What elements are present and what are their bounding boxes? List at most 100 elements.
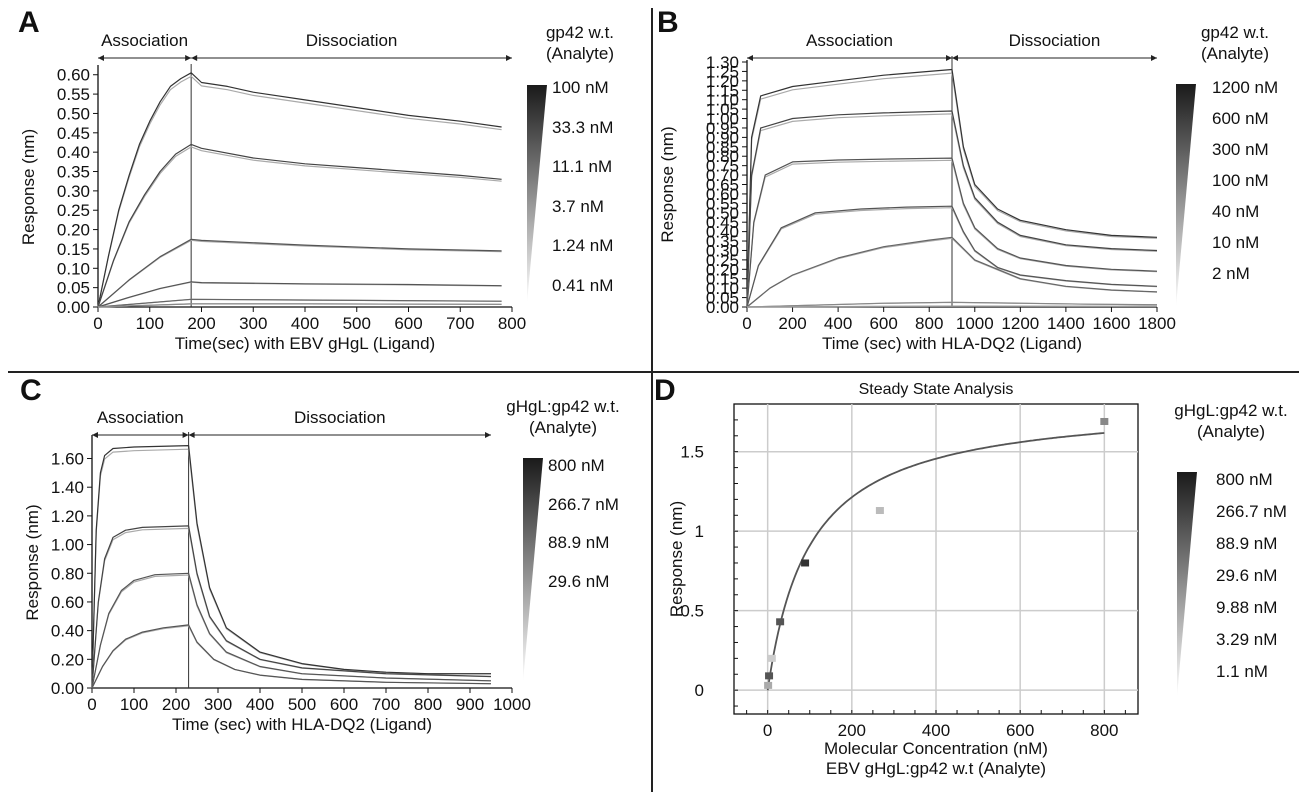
x-tick-label: 200 (778, 314, 806, 333)
data-point (1100, 417, 1109, 425)
x-tick-label: 1200 (1001, 314, 1039, 333)
series-fit-line (97, 146, 502, 308)
y-tick-label: 0.05 (57, 279, 90, 298)
x-tick-label: 800 (915, 314, 943, 333)
legend-entry: 100 nM (552, 78, 609, 97)
y-tick-label: 0.10 (57, 259, 90, 278)
y-tick-label: 1.05 (706, 100, 739, 119)
data-point (776, 618, 785, 626)
binding-kinetics-chart: 0.000.050.100.150.200.250.300.350.400.45… (19, 31, 526, 353)
y-tick-label: 1.25 (706, 62, 739, 81)
series-line (97, 298, 502, 308)
series-line (91, 525, 492, 689)
legend-entry: 1200 nM (1212, 78, 1279, 97)
arrow-head (98, 55, 104, 61)
legend-subtitle: (Analyte) (1200, 44, 1270, 63)
x-tick-label: 400 (246, 695, 274, 714)
legend-entry: 10 nM (1212, 233, 1260, 252)
legend-entry: 0.41 nM (552, 275, 614, 295)
y-tick-label: 0.65 (706, 176, 739, 195)
y-tick-label: 0.80 (51, 564, 84, 583)
x-tick-label: 400 (922, 721, 950, 740)
x-tick-label: 900 (456, 695, 484, 714)
panel-label: A (18, 6, 40, 39)
data-point (767, 654, 776, 662)
x-tick-label: 600 (1006, 721, 1034, 740)
legend-entry: 800 nM (548, 456, 605, 475)
y-tick-label: 0.60 (706, 185, 739, 204)
y-tick-label: 0.50 (57, 104, 90, 123)
series-fit-line (97, 281, 502, 308)
x-axis-label: Time(sec) with EBV gHgL (Ligand) (175, 334, 435, 353)
legend-entry: 100 nM (1212, 171, 1269, 190)
concentration-wedge (523, 458, 543, 682)
panel-c: C 0.00 0.20 0.40 0.60 0.80 1.00 1.20 1.40 1.60 0 1… (0, 372, 651, 800)
legend: gp42 w.t. (Analyte) (1170, 22, 1300, 64)
x-tick-label: 1000 (956, 314, 994, 333)
dissociation-label: Dissociation (1009, 31, 1101, 50)
series-line (746, 236, 1158, 308)
x-tick-label: 200 (187, 314, 215, 333)
arrow-head (182, 432, 189, 438)
legend-title: gp42 w.t. (545, 23, 615, 42)
y-axis-label: Response (nm) (658, 126, 677, 242)
legend-entry: 9.88 nM (1216, 598, 1278, 617)
legend-entry: 300 nM (1212, 140, 1269, 159)
x-tick-label: 0 (742, 314, 751, 333)
series-fit-line (97, 239, 502, 308)
y-tick-label: 0.75 (706, 157, 739, 176)
y-tick-label: 0.15 (57, 240, 90, 259)
fit-curve (766, 432, 1105, 691)
y-tick-label: 0.10 (706, 279, 739, 298)
x-axis-label: Time (sec) with HLA-DQ2 (Ligand) (172, 715, 432, 734)
horizontal-divider (8, 371, 1299, 373)
series-line (97, 303, 502, 308)
dissociation-label: Dissociation (294, 408, 386, 427)
y-tick-label: 0.5 (680, 602, 704, 621)
x-tick-label: 600 (869, 314, 897, 333)
x-tick-label: 700 (372, 695, 400, 714)
x-tick-label: 200 (162, 695, 190, 714)
y-tick-label: 0.60 (51, 593, 84, 612)
arrow-head (1151, 55, 1157, 61)
x-tick-label: 100 (136, 314, 164, 333)
legend-entry: 266.7 nM (1216, 502, 1287, 521)
x-tick-label: 0 (87, 695, 96, 714)
y-tick-label: 0.90 (706, 128, 739, 147)
series-line (746, 205, 1158, 308)
legend-entry: 266.7 nM (548, 494, 619, 514)
x-tick-label: 600 (330, 695, 358, 714)
y-tick-label: 1.00 (706, 110, 739, 129)
legend-entry: 2 nM (1212, 264, 1250, 283)
legend-entry: 29.6 nM (1216, 566, 1278, 585)
data-point (765, 672, 774, 680)
legend-subtitle: (Analyte) (1196, 422, 1266, 441)
x-tick-label: 1600 (1093, 314, 1131, 333)
y-tick-label: 1.10 (706, 91, 739, 110)
y-tick-label: 0.95 (706, 119, 739, 138)
x-tick-label: 1400 (1047, 314, 1085, 333)
y-tick-label: 0.85 (706, 138, 739, 157)
arrow-head (191, 55, 198, 61)
y-tick-label: 0.45 (57, 124, 90, 143)
arrow-head (506, 55, 512, 61)
panel-b: B 0.00 0.05 0.10 0.15 0.20 0.25 0.30 0.35 0.40 0.… (652, 0, 1307, 370)
y-tick-label: 0.50 (706, 204, 739, 223)
panel-a: A 0.00 0.05 0.10 0.15 0.20 0.25 0.30 0.35 0.40 0.… (0, 0, 651, 370)
association-label: Association (806, 31, 893, 50)
panel-d: D Steady State Analysis 0 200 400 600 800 0 0.5… (652, 372, 1307, 800)
y-tick-label: 1.40 (51, 478, 84, 497)
association-label: Association (97, 408, 184, 427)
arrow-head (185, 55, 192, 61)
legend-entry: 40 nM (1212, 202, 1260, 221)
arrow-head (946, 55, 952, 61)
binding-kinetics-chart: 0.000.050.100.150.200.250.300.350.400.45… (658, 31, 1176, 353)
y-tick-label: 1.15 (706, 81, 739, 100)
y-tick-label: 0.40 (706, 223, 739, 242)
x-tick-label: 600 (394, 314, 422, 333)
y-tick-label: 0.40 (57, 143, 90, 162)
series-line (97, 238, 502, 308)
y-tick-label: 0.40 (51, 622, 84, 641)
series-line (97, 72, 502, 308)
data-point (801, 559, 810, 567)
